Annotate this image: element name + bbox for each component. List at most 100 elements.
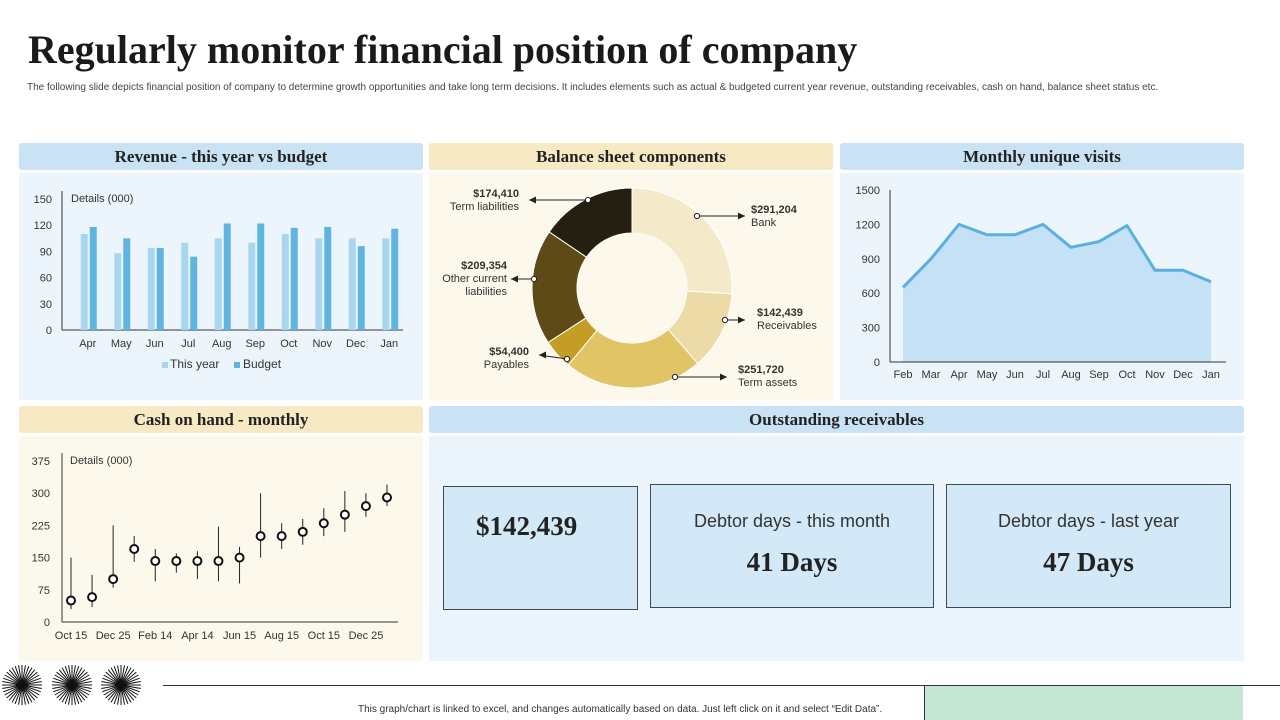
y-tick-label: 120 — [34, 220, 52, 232]
slice-value-label: $174,410 — [473, 188, 519, 200]
burst-ray — [113, 684, 122, 704]
visits-panel-title: Monthly unique visits — [840, 143, 1244, 170]
x-tick-label: Aug — [1061, 369, 1081, 381]
x-tick-label: Sep — [1089, 369, 1109, 381]
bar-budget — [89, 226, 97, 330]
bar-this-year — [214, 238, 222, 330]
data-point — [66, 595, 76, 606]
burst-ray — [105, 671, 122, 686]
burst-ray — [21, 681, 42, 686]
bar-budget — [290, 227, 298, 330]
cash-chart[interactable]: 0 75 150 225 300 375 Details (000) Oct 15 Dec 25… — [19, 436, 423, 661]
burst-ray — [21, 677, 41, 686]
burst-ray — [120, 684, 125, 705]
y-tick-label: 0 — [46, 325, 52, 337]
slice-name-label: Other current — [442, 273, 507, 285]
y-tick-label: 375 — [32, 456, 50, 468]
burst-ray — [120, 677, 140, 686]
x-tick-label: Jul — [181, 338, 195, 350]
burst-ray — [71, 684, 86, 701]
burst-ray — [18, 665, 23, 686]
burst-ray — [103, 684, 122, 696]
burst-ray — [8, 684, 23, 701]
burst-ray — [53, 684, 73, 693]
y-tick-label: 600 — [862, 288, 880, 300]
callout-arrowhead — [511, 275, 518, 283]
callout-dot — [584, 196, 592, 204]
slice-name-label: Term liabilities — [450, 201, 520, 213]
burst-ray — [120, 684, 140, 693]
burst-ray — [21, 684, 40, 696]
x-tick-label: Nov — [1145, 369, 1165, 381]
burst-ray — [4, 674, 23, 686]
bar-budget — [190, 256, 198, 330]
burst-ray — [110, 684, 122, 703]
burst-ray — [52, 684, 73, 689]
receivables-panel: Outstanding receivables $142,439 Debtor … — [429, 406, 1244, 661]
x-tick-label: Dec — [1173, 369, 1193, 381]
slice-name-label: Bank — [751, 217, 777, 229]
legend-label-budget: Budget — [243, 357, 282, 371]
bar-this-year — [382, 238, 390, 330]
cash-panel-title: Cash on hand - monthly — [19, 406, 423, 433]
burst-ray — [68, 665, 73, 686]
burst-ray — [71, 684, 88, 699]
burst-ray — [120, 684, 137, 699]
burst-ray — [21, 684, 36, 701]
data-point — [87, 592, 98, 603]
burst-ray — [102, 684, 122, 693]
y-tick-label: 225 — [32, 520, 50, 532]
burst-ray — [21, 671, 38, 686]
debtor-days-this-month-value: 41 Days — [746, 547, 838, 577]
burst-ray — [21, 684, 38, 699]
burst-ray — [2, 681, 23, 686]
x-tick-label: Dec 25 — [96, 630, 131, 642]
page-title: Regularly monitor financial position of … — [28, 27, 858, 72]
cash-panel: Cash on hand - monthly 0 75 150 225 300 375 De… — [19, 406, 423, 661]
burst-ray — [56, 684, 73, 699]
burst-ray — [14, 684, 23, 704]
y-tick-label: 150 — [34, 194, 52, 206]
burst-ray — [117, 684, 122, 705]
bar-budget — [156, 247, 164, 330]
decorative-burst-icon — [2, 665, 141, 705]
revenue-panel: Revenue - this year vs budget 0 30 60 90 120… — [19, 143, 423, 400]
burst-ray — [4, 684, 23, 696]
burst-ray — [61, 684, 73, 703]
balance-chart[interactable]: $291,204Bank$142,439Receivables$251,720T… — [429, 173, 833, 400]
burst-ray — [71, 666, 80, 686]
data-point — [213, 556, 224, 567]
callout-arrowhead — [738, 212, 745, 220]
burst-ray — [18, 684, 23, 705]
bar-this-year — [114, 253, 122, 330]
burst-ray — [21, 684, 26, 705]
slice-value-label: $142,439 — [757, 307, 803, 319]
series-line — [901, 222, 1212, 289]
burst-ray — [58, 684, 73, 701]
callout-dot — [721, 316, 729, 324]
burst-ray — [120, 681, 141, 686]
callout-arrowhead — [738, 316, 745, 324]
burst-ray — [21, 667, 33, 686]
legend-label-this-year: This year — [170, 357, 219, 371]
debtor-days-last-year-card[interactable]: Debtor days - last year 47 Days — [946, 484, 1231, 608]
debtor-days-this-month-card[interactable]: Debtor days - this month 41 Days — [650, 484, 934, 608]
slice-value-label: $291,204 — [751, 204, 798, 216]
burst-ray — [2, 684, 23, 689]
burst-ray — [64, 666, 73, 686]
visits-chart[interactable]: 0 300 600 900 1200 1500 Feb Mar Apr May Jun Jul Aug S… — [840, 173, 1244, 400]
callout-arrowhead — [529, 196, 536, 204]
burst-ray — [71, 684, 83, 703]
burst-ray — [21, 684, 41, 693]
burst-ray — [71, 684, 76, 705]
x-tick-label: Feb 14 — [138, 630, 172, 642]
data-point — [382, 492, 392, 503]
area-fill — [903, 224, 1211, 362]
burst-ray — [120, 665, 125, 686]
receivables-amount-card[interactable]: $142,439 — [443, 486, 638, 610]
burst-ray — [120, 674, 139, 686]
burst-ray — [120, 669, 135, 686]
x-tick-label: Dec 25 — [349, 630, 384, 642]
revenue-chart[interactable]: 0 30 60 90 120 150 Details (000) Apr May Jun Jul Au… — [19, 173, 423, 400]
y-tick-label: 900 — [862, 254, 880, 266]
